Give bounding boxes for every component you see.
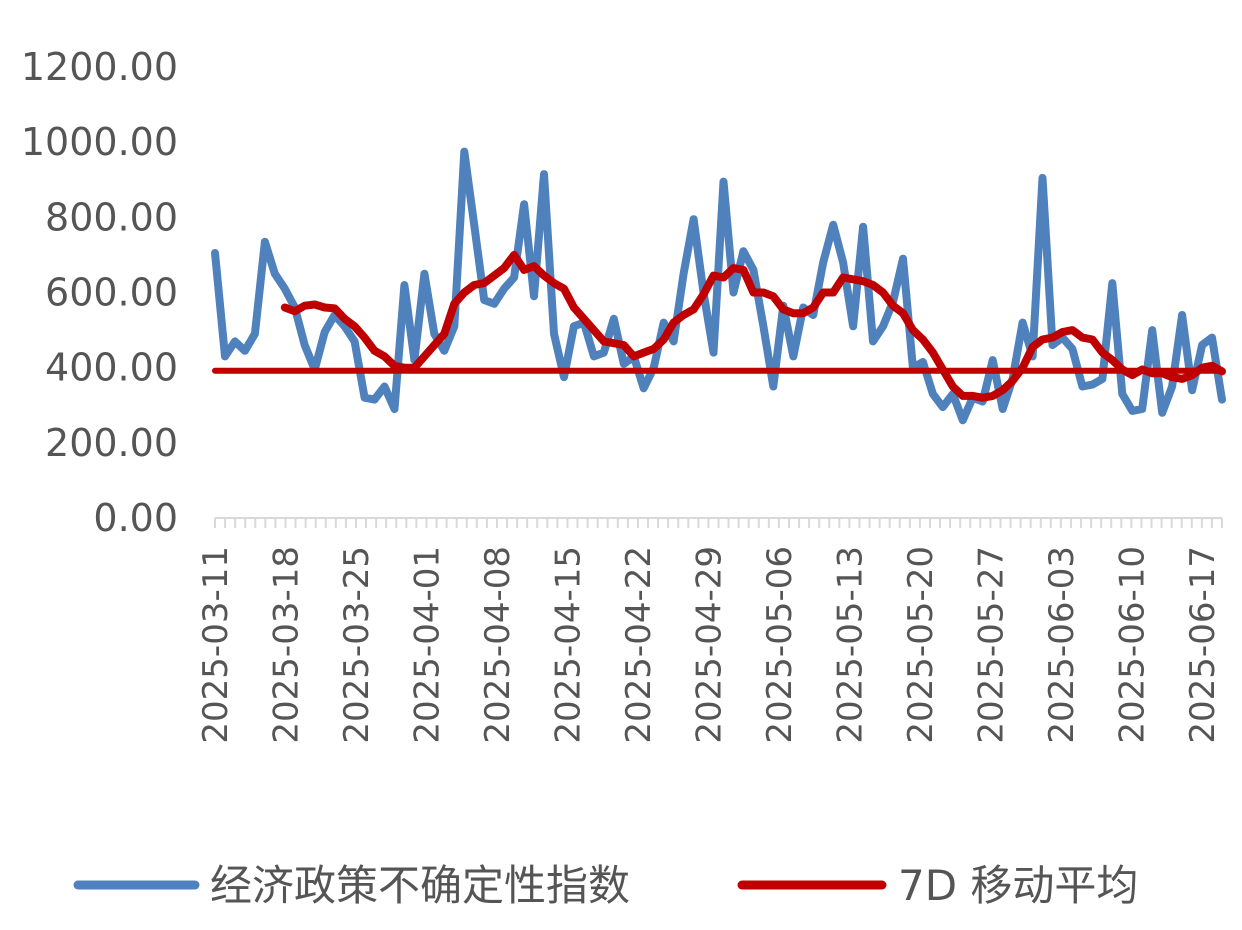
x-tick-label: 2025-05-13 (830, 546, 870, 744)
y-tick-label: 1000.00 (21, 120, 178, 164)
x-tick-label: 2025-03-11 (196, 546, 236, 744)
x-tick-label: 2025-05-27 (971, 546, 1011, 744)
y-tick-label: 200.00 (45, 421, 178, 465)
x-axis-ticks: 2025-03-11 2025-03-18 2025-03-25 2025-04-01… (196, 546, 1223, 744)
x-tick-label: 2025-04-08 (478, 546, 518, 744)
x-tick-label: 2025-04-22 (619, 546, 659, 744)
series-layer (211, 147, 1226, 425)
legend: 经济政策不确定性指数 7D 移动平均 (73, 861, 1138, 910)
x-tick-label: 2025-03-25 (337, 546, 377, 744)
y-tick-label: 400.00 (45, 346, 178, 390)
series-index-line (211, 147, 1226, 425)
legend-label-moving-average: 7D 移动平均 (898, 861, 1138, 910)
y-tick-label: 800.00 (45, 195, 178, 239)
x-tick-label: 2025-04-29 (689, 546, 729, 744)
x-tick-label: 2025-05-20 (901, 546, 941, 744)
x-tick-label: 2025-06-03 (1042, 546, 1082, 744)
legend-label-index: 经济政策不确定性指数 (210, 861, 630, 910)
x-tick-label: 2025-04-15 (548, 546, 588, 744)
x-tick-label: 2025-03-18 (266, 546, 306, 744)
y-tick-label: 0.00 (93, 496, 178, 540)
y-axis-ticks: 0.00 200.00 400.00 600.00 800.00 1000.00 1200.… (21, 45, 178, 540)
x-tick-label: 2025-05-06 (760, 546, 800, 744)
x-axis (214, 517, 1223, 528)
y-tick-label: 1200.00 (21, 45, 178, 89)
x-tick-label: 2025-06-17 (1183, 546, 1223, 744)
x-tick-label: 2025-04-01 (407, 546, 447, 744)
x-tick-label: 2025-06-10 (1112, 546, 1152, 744)
series-moving-average-line (280, 250, 1226, 402)
y-tick-label: 600.00 (45, 271, 178, 315)
